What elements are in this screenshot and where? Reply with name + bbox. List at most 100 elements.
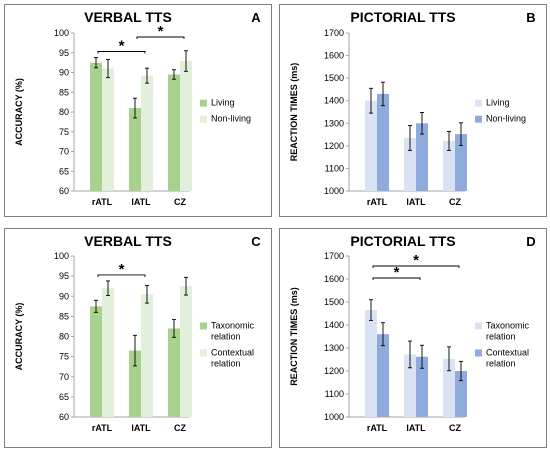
legend-swatch [475,115,482,123]
y-tick-label: 1400 [324,96,344,106]
category-label: rATL [92,423,113,433]
panel-b: PICTORIAL TTS B 1000 1100 1200 1300 1400 1500 16… [279,4,547,217]
category-label: rATL [92,197,113,207]
legend-label-line: Taxonomic [211,320,255,330]
bar [377,93,389,191]
y-tick-label: 65 [59,392,69,402]
y-tick-label: 85 [59,311,69,321]
chart-title: VERBAL TTS [84,233,172,249]
legend-label: Contextual relation [211,347,254,368]
chart-b: PICTORIAL TTS B 1000 1100 1200 1300 1400 1500 16… [279,4,547,217]
significance-star: * [394,264,400,281]
category-label: lATL [406,423,426,433]
y-axis-label: ACCURACY (%) [14,303,24,371]
y-tick-label: 85 [59,87,69,97]
legend-label: Non-living [211,114,251,124]
y-tick-label: 95 [59,271,69,281]
panel-a: VERBAL TTS A 60 65 70 75 80 85 90 95 100 ACCURACY (… [4,4,272,217]
y-tick-label: 95 [59,48,69,58]
y-tick-label: 1400 [324,320,344,330]
significance-bracket [372,277,421,280]
legend-swatch [475,349,482,357]
bar [365,310,377,417]
legend-label-line: relation [211,358,241,368]
bar [180,286,192,417]
bar [141,294,153,417]
y-tick-label: 1500 [324,297,344,307]
significance-star: * [119,37,125,54]
bar [90,306,102,417]
y-tick-label: 1500 [324,73,344,83]
legend-label: Living [486,98,510,108]
bar [168,74,180,191]
panel-letter: C [251,234,261,249]
y-tick-label: 1000 [324,186,344,196]
y-tick-label: 65 [59,166,69,176]
legend-label: Taxonomic relation [486,320,530,341]
bar [180,61,192,191]
y-tick-label: 1600 [324,274,344,284]
y-tick-label: 100 [54,251,69,261]
bar [443,358,455,417]
legend-label-line: relation [211,331,241,341]
bar [102,288,114,417]
y-tick-label: 1100 [325,163,344,173]
y-axis-label: REACTION TIMES (ms) [289,287,299,386]
y-tick-label: 1700 [324,28,344,38]
y-tick-label: 1000 [324,412,344,422]
bar [404,137,416,191]
bar [443,140,455,191]
y-tick-label: 1100 [325,389,344,399]
significance-star: * [413,252,419,269]
chart-a: VERBAL TTS A 60 65 70 75 80 85 90 95 100 ACCURACY (… [4,4,272,217]
y-tick-label: 1300 [324,343,344,353]
legend-label-line: relation [486,331,516,341]
bar [416,123,428,191]
y-tick-label: 60 [59,412,69,422]
panel-c: VERBAL TTS C 60 65 70 75 80 85 90 95 100 ACCURACY (… [4,228,272,448]
bar [129,350,141,417]
bar [455,371,467,417]
legend-swatch [475,322,482,330]
significance-bracket [136,36,185,39]
category-label: CZ [174,197,186,207]
significance-bracket [372,265,460,268]
legend-label-line: Contextual [486,347,529,357]
significance-star: * [158,23,164,40]
chart-c: VERBAL TTS C 60 65 70 75 80 85 90 95 100 ACCURACY (… [4,228,272,448]
legend-swatch [200,322,207,330]
significance-star: * [119,261,125,278]
panel-d: PICTORIAL TTS D 1000 1100 1200 1300 1400 1500 16… [279,228,547,448]
y-tick-label: 80 [59,332,69,342]
y-tick-label: 75 [59,127,69,137]
y-tick-label: 90 [59,291,69,301]
y-tick-label: 70 [59,372,69,382]
category-label: rATL [367,197,388,207]
panel-letter: B [526,10,535,25]
y-tick-label: 80 [59,107,69,117]
panel-letter: D [526,234,535,249]
panel-letter: A [251,10,261,25]
legend-swatch [200,115,207,123]
legend-label: Non-living [486,114,526,124]
y-tick-label: 1700 [324,251,344,261]
bar [404,354,416,417]
bar [377,334,389,417]
y-tick-label: 1200 [324,366,344,376]
bar [129,108,141,191]
y-tick-label: 60 [59,186,69,196]
bar [90,62,102,191]
y-tick-label: 100 [54,28,69,38]
legend-label: Contextual relation [486,347,529,368]
bar [168,328,180,417]
bar [141,75,153,191]
legend-label: Taxonomic relation [211,320,255,341]
legend-label-line: relation [486,358,516,368]
chart-d: PICTORIAL TTS D 1000 1100 1200 1300 1400 1500 16… [279,228,547,448]
category-label: CZ [449,423,461,433]
y-tick-label: 90 [59,68,69,78]
legend-label-line: Taxonomic [486,320,530,330]
category-label: lATL [131,423,151,433]
legend-swatch [200,349,207,357]
y-tick-label: 70 [59,147,69,157]
